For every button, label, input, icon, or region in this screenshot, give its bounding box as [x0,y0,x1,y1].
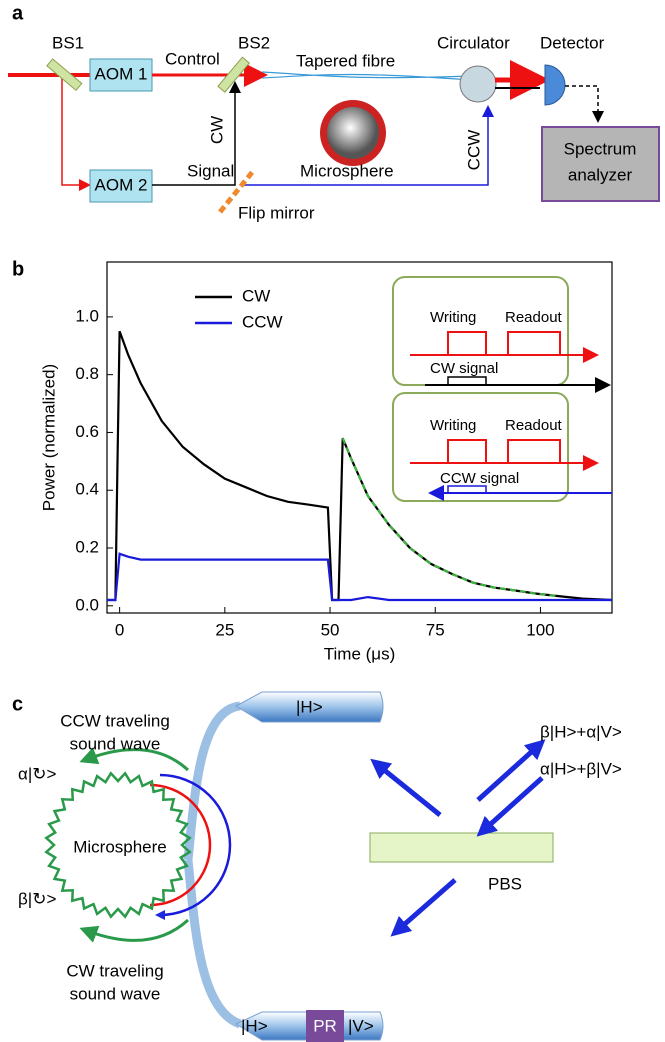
beam [240,105,494,186]
y-tick-label: 0.6 [75,422,99,441]
pulse [447,485,487,493]
diagram-label: sound wave [70,734,161,753]
diagram-label: β|↻> [18,889,56,908]
diagram-label: Spectrum [564,139,637,158]
x-tick-label: 50 [321,620,340,639]
diagram-label: Microsphere [300,161,394,180]
light-path [149,783,212,907]
sound-arrow [79,747,190,772]
annotation: Readout [505,417,563,434]
spectrum-analyzer [541,126,660,202]
diagram-label: Microsphere [73,837,167,856]
beam [61,75,91,191]
flip-mirror [218,168,256,214]
diagram-label: |V> [348,1016,374,1035]
aom [89,169,153,203]
annotation: Writing [430,309,476,326]
diagram-label: Circulator [437,33,510,52]
annotation: Readout [505,309,563,326]
x-tick-label: 75 [426,620,445,639]
legend-label: CCW [242,312,283,331]
panel-label: b [12,258,24,280]
beam-splitter [46,58,83,91]
fibre [183,701,242,1029]
diagram-label: CW [207,116,226,144]
beam [152,81,241,186]
x-axis-label: Time (μs) [324,644,396,663]
x-tick-label: 25 [215,620,234,639]
sound-arrow [79,918,190,943]
y-tick-label: 0.2 [75,537,99,556]
diagram-label: α|H>+β|V> [540,759,622,778]
pbs [369,832,554,863]
panel-b-frame [106,261,613,614]
diagram-label: Signal [187,161,234,180]
diagram-label: CW traveling [66,961,163,980]
beam-splitter [217,56,250,93]
diagram-label: Detector [540,33,605,52]
y-tick-label: 0.8 [75,364,99,383]
beam-arrow [476,739,546,802]
fibre-end [234,691,384,723]
annotation: Writing [430,417,476,434]
circulator [459,65,497,103]
diagram-label: CCW traveling [60,711,170,730]
diagram-label: AOM 2 [95,175,148,194]
annotation: CCW signal [440,470,519,487]
diagram-label: CCW [464,130,483,171]
diagram-label: BS1 [52,33,84,52]
diagram-label: β|H>+α|V> [540,722,622,741]
diagram-label: sound wave [70,984,161,1003]
diagram-label: Control [165,49,220,68]
diagram-label: AOM 1 [95,64,148,83]
diagram-label: PBS [488,874,522,893]
aom [89,58,153,92]
y-tick-label: 0.0 [75,595,99,614]
diagram-label: Flip mirror [238,203,315,222]
signal-line [565,85,604,123]
detector [544,64,566,106]
diagram-label: |H> [296,697,323,716]
plot-frame [106,261,613,614]
microsphere-surface [44,771,192,919]
diagram-label: α|↻> [18,764,56,783]
y-axis-label: Power (normalized) [39,364,58,511]
x-tick-label: 100 [526,620,554,639]
diagram-label: PR [313,1016,337,1035]
diagram-label: Tapered fibre [296,51,395,70]
microsphere [327,107,379,159]
diagram-label: BS2 [238,33,270,52]
y-tick-label: 0.4 [75,480,99,499]
x-tick-label: 0 [115,620,124,639]
beam-arrow [370,758,442,817]
diagram-label: analyzer [568,165,633,184]
annotation: CW signal [430,360,498,377]
light-path [155,773,232,920]
tapered-fibre [261,71,471,81]
panel-a-diagram [8,56,660,214]
beam-arrow [476,776,544,837]
legend-label: CW [242,286,270,305]
panel-c-diagram [44,691,554,1042]
panel-label: a [12,2,24,24]
panel-label: c [12,693,23,715]
y-tick-label: 1.0 [75,306,99,325]
beam-arrow [390,878,457,937]
polarization-rotator [306,1010,344,1042]
inset [392,392,569,502]
series-line [107,552,612,602]
diagram-label: |H> [241,1016,268,1035]
